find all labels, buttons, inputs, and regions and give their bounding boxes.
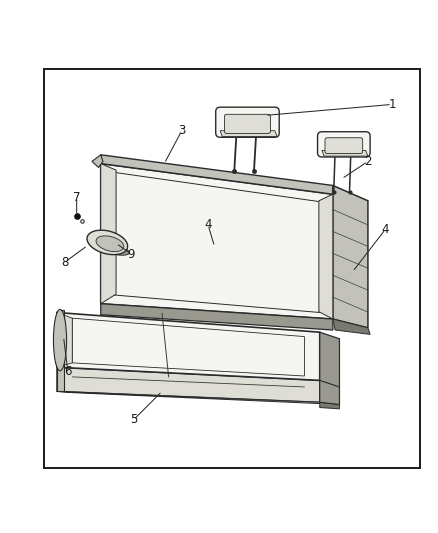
Polygon shape (333, 319, 370, 334)
Polygon shape (72, 318, 304, 376)
Polygon shape (92, 155, 103, 167)
Text: 4: 4 (381, 223, 389, 236)
Ellipse shape (89, 240, 129, 255)
Polygon shape (57, 367, 320, 402)
FancyBboxPatch shape (325, 138, 363, 154)
Text: 7: 7 (73, 191, 81, 204)
FancyBboxPatch shape (224, 114, 270, 133)
Polygon shape (322, 150, 368, 156)
Polygon shape (320, 402, 339, 409)
Polygon shape (57, 312, 320, 381)
Polygon shape (101, 164, 116, 304)
FancyBboxPatch shape (215, 107, 279, 138)
Text: 5: 5 (130, 413, 137, 426)
Polygon shape (319, 194, 333, 319)
Polygon shape (57, 310, 64, 367)
Text: 9: 9 (127, 248, 135, 261)
Ellipse shape (96, 236, 124, 252)
Text: 2: 2 (364, 155, 372, 168)
Text: 8: 8 (61, 256, 68, 269)
Text: 6: 6 (64, 365, 72, 378)
Polygon shape (57, 312, 72, 367)
Text: 3: 3 (178, 124, 185, 137)
Polygon shape (57, 391, 339, 405)
Polygon shape (320, 332, 339, 405)
Polygon shape (57, 312, 64, 368)
Polygon shape (101, 304, 333, 330)
Bar (44, 69, 420, 468)
Polygon shape (101, 164, 333, 319)
Polygon shape (101, 155, 333, 194)
Polygon shape (320, 381, 339, 405)
Polygon shape (333, 185, 368, 328)
FancyBboxPatch shape (318, 132, 370, 157)
Polygon shape (220, 131, 277, 136)
Ellipse shape (87, 230, 127, 255)
Polygon shape (114, 172, 320, 312)
Ellipse shape (53, 310, 67, 371)
Polygon shape (57, 310, 64, 391)
Text: 1: 1 (388, 98, 396, 111)
Text: 4: 4 (204, 219, 212, 231)
